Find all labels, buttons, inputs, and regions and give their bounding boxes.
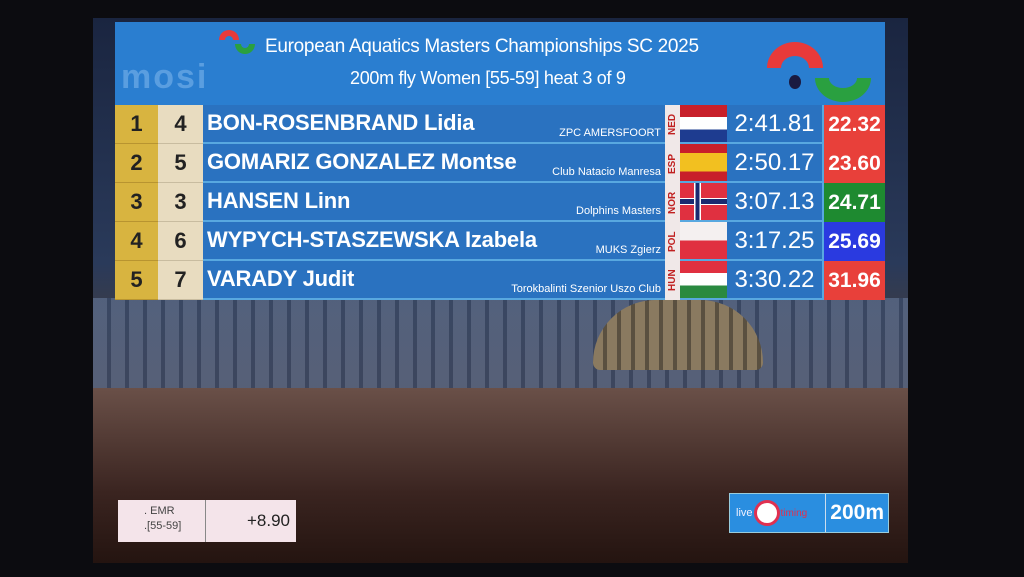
- split-time: 25.69: [822, 222, 885, 261]
- lane: 4: [158, 105, 203, 144]
- timing-ring-icon: [753, 500, 780, 526]
- country-code: ESP: [665, 144, 680, 183]
- background-dome: [593, 300, 763, 370]
- background-building: [93, 298, 908, 398]
- record-comparison-box: . EMR .[55-59] +8.90: [118, 500, 296, 542]
- live-label: live: [736, 507, 753, 519]
- split-time: 22.32: [822, 105, 885, 144]
- watermark-logo: mosi: [121, 58, 209, 96]
- place: 3: [115, 183, 158, 222]
- country-code: NED: [665, 105, 680, 144]
- country-flag-icon: [680, 183, 727, 222]
- country-code: POL: [665, 222, 680, 261]
- final-time: 3:17.25: [727, 222, 822, 261]
- club-name: Dolphins Masters: [576, 205, 661, 217]
- split-time: 24.71: [822, 183, 885, 222]
- athlete-name: WYPYCH-STASZEWSKA Izabela: [207, 227, 537, 252]
- final-time: 2:50.17: [727, 144, 822, 183]
- club-name: Club Natacio Manresa: [552, 166, 661, 178]
- final-time: 2:41.81: [727, 105, 822, 144]
- split-time: 23.60: [822, 144, 885, 183]
- record-label: . EMR: [144, 505, 175, 517]
- race-distance: 200m: [825, 494, 888, 532]
- athlete-name: HANSEN Linn: [207, 188, 351, 213]
- scoreboard-header: mosi European Aquatics Masters Champions…: [115, 22, 885, 105]
- place: 1: [115, 105, 158, 144]
- place: 5: [115, 261, 158, 300]
- scoreboard-screen: mosi European Aquatics Masters Champions…: [93, 18, 908, 563]
- split-time: 31.96: [822, 261, 885, 300]
- result-row: 1 4 BON-ROSENBRAND Lidia ZPC AMERSFOORT N…: [115, 105, 885, 144]
- athlete-name: BON-ROSENBRAND Lidia: [207, 110, 475, 135]
- place: 4: [115, 222, 158, 261]
- final-time: 3:07.13: [727, 183, 822, 222]
- lane: 7: [158, 261, 203, 300]
- athlete-name: GOMARIZ GONZALEZ Montse: [207, 149, 517, 174]
- athlete-name: VARADY Judit: [207, 266, 355, 291]
- club-name: ZPC AMERSFOORT: [559, 127, 661, 139]
- club-name: MUKS Zgierz: [595, 244, 661, 256]
- country-flag-icon: [680, 105, 727, 144]
- championship-logo-small: [219, 30, 255, 54]
- place: 2: [115, 144, 158, 183]
- championship-logo: [767, 42, 871, 102]
- athlete-cell: GOMARIZ GONZALEZ Montse Club Natacio Manr…: [203, 144, 665, 183]
- championship-title: European Aquatics Masters Championships …: [265, 36, 699, 57]
- record-difference: +8.90: [246, 511, 290, 530]
- timing-label: timing: [780, 507, 808, 519]
- result-row: 5 7 VARADY Judit Torokbalinti Szenior Usz…: [115, 261, 885, 300]
- record-category: .[55-59]: [144, 520, 182, 532]
- country-flag-icon: [680, 261, 727, 300]
- live-timing-badge: live timing 200m: [729, 493, 889, 533]
- athlete-cell: HANSEN Linn Dolphins Masters: [203, 183, 665, 222]
- result-row: 3 3 HANSEN Linn Dolphins Masters NOR 3:07…: [115, 183, 885, 222]
- final-time: 3:30.22: [727, 261, 822, 300]
- lane: 3: [158, 183, 203, 222]
- country-code: NOR: [665, 183, 680, 222]
- country-flag-icon: [680, 144, 727, 183]
- result-row: 2 5 GOMARIZ GONZALEZ Montse Club Natacio …: [115, 144, 885, 183]
- lane: 6: [158, 222, 203, 261]
- country-flag-icon: [680, 222, 727, 261]
- athlete-cell: WYPYCH-STASZEWSKA Izabela MUKS Zgierz: [203, 222, 665, 261]
- athlete-cell: VARADY Judit Torokbalinti Szenior Uszo Cl…: [203, 261, 665, 300]
- event-title: 200m fly Women [55-59] heat 3 of 9: [350, 68, 626, 88]
- club-name: Torokbalinti Szenior Uszo Club: [511, 283, 661, 295]
- athlete-cell: BON-ROSENBRAND Lidia ZPC AMERSFOORT: [203, 105, 665, 144]
- result-row: 4 6 WYPYCH-STASZEWSKA Izabela MUKS Zgierz…: [115, 222, 885, 261]
- country-code: HUN: [665, 261, 680, 300]
- lane: 5: [158, 144, 203, 183]
